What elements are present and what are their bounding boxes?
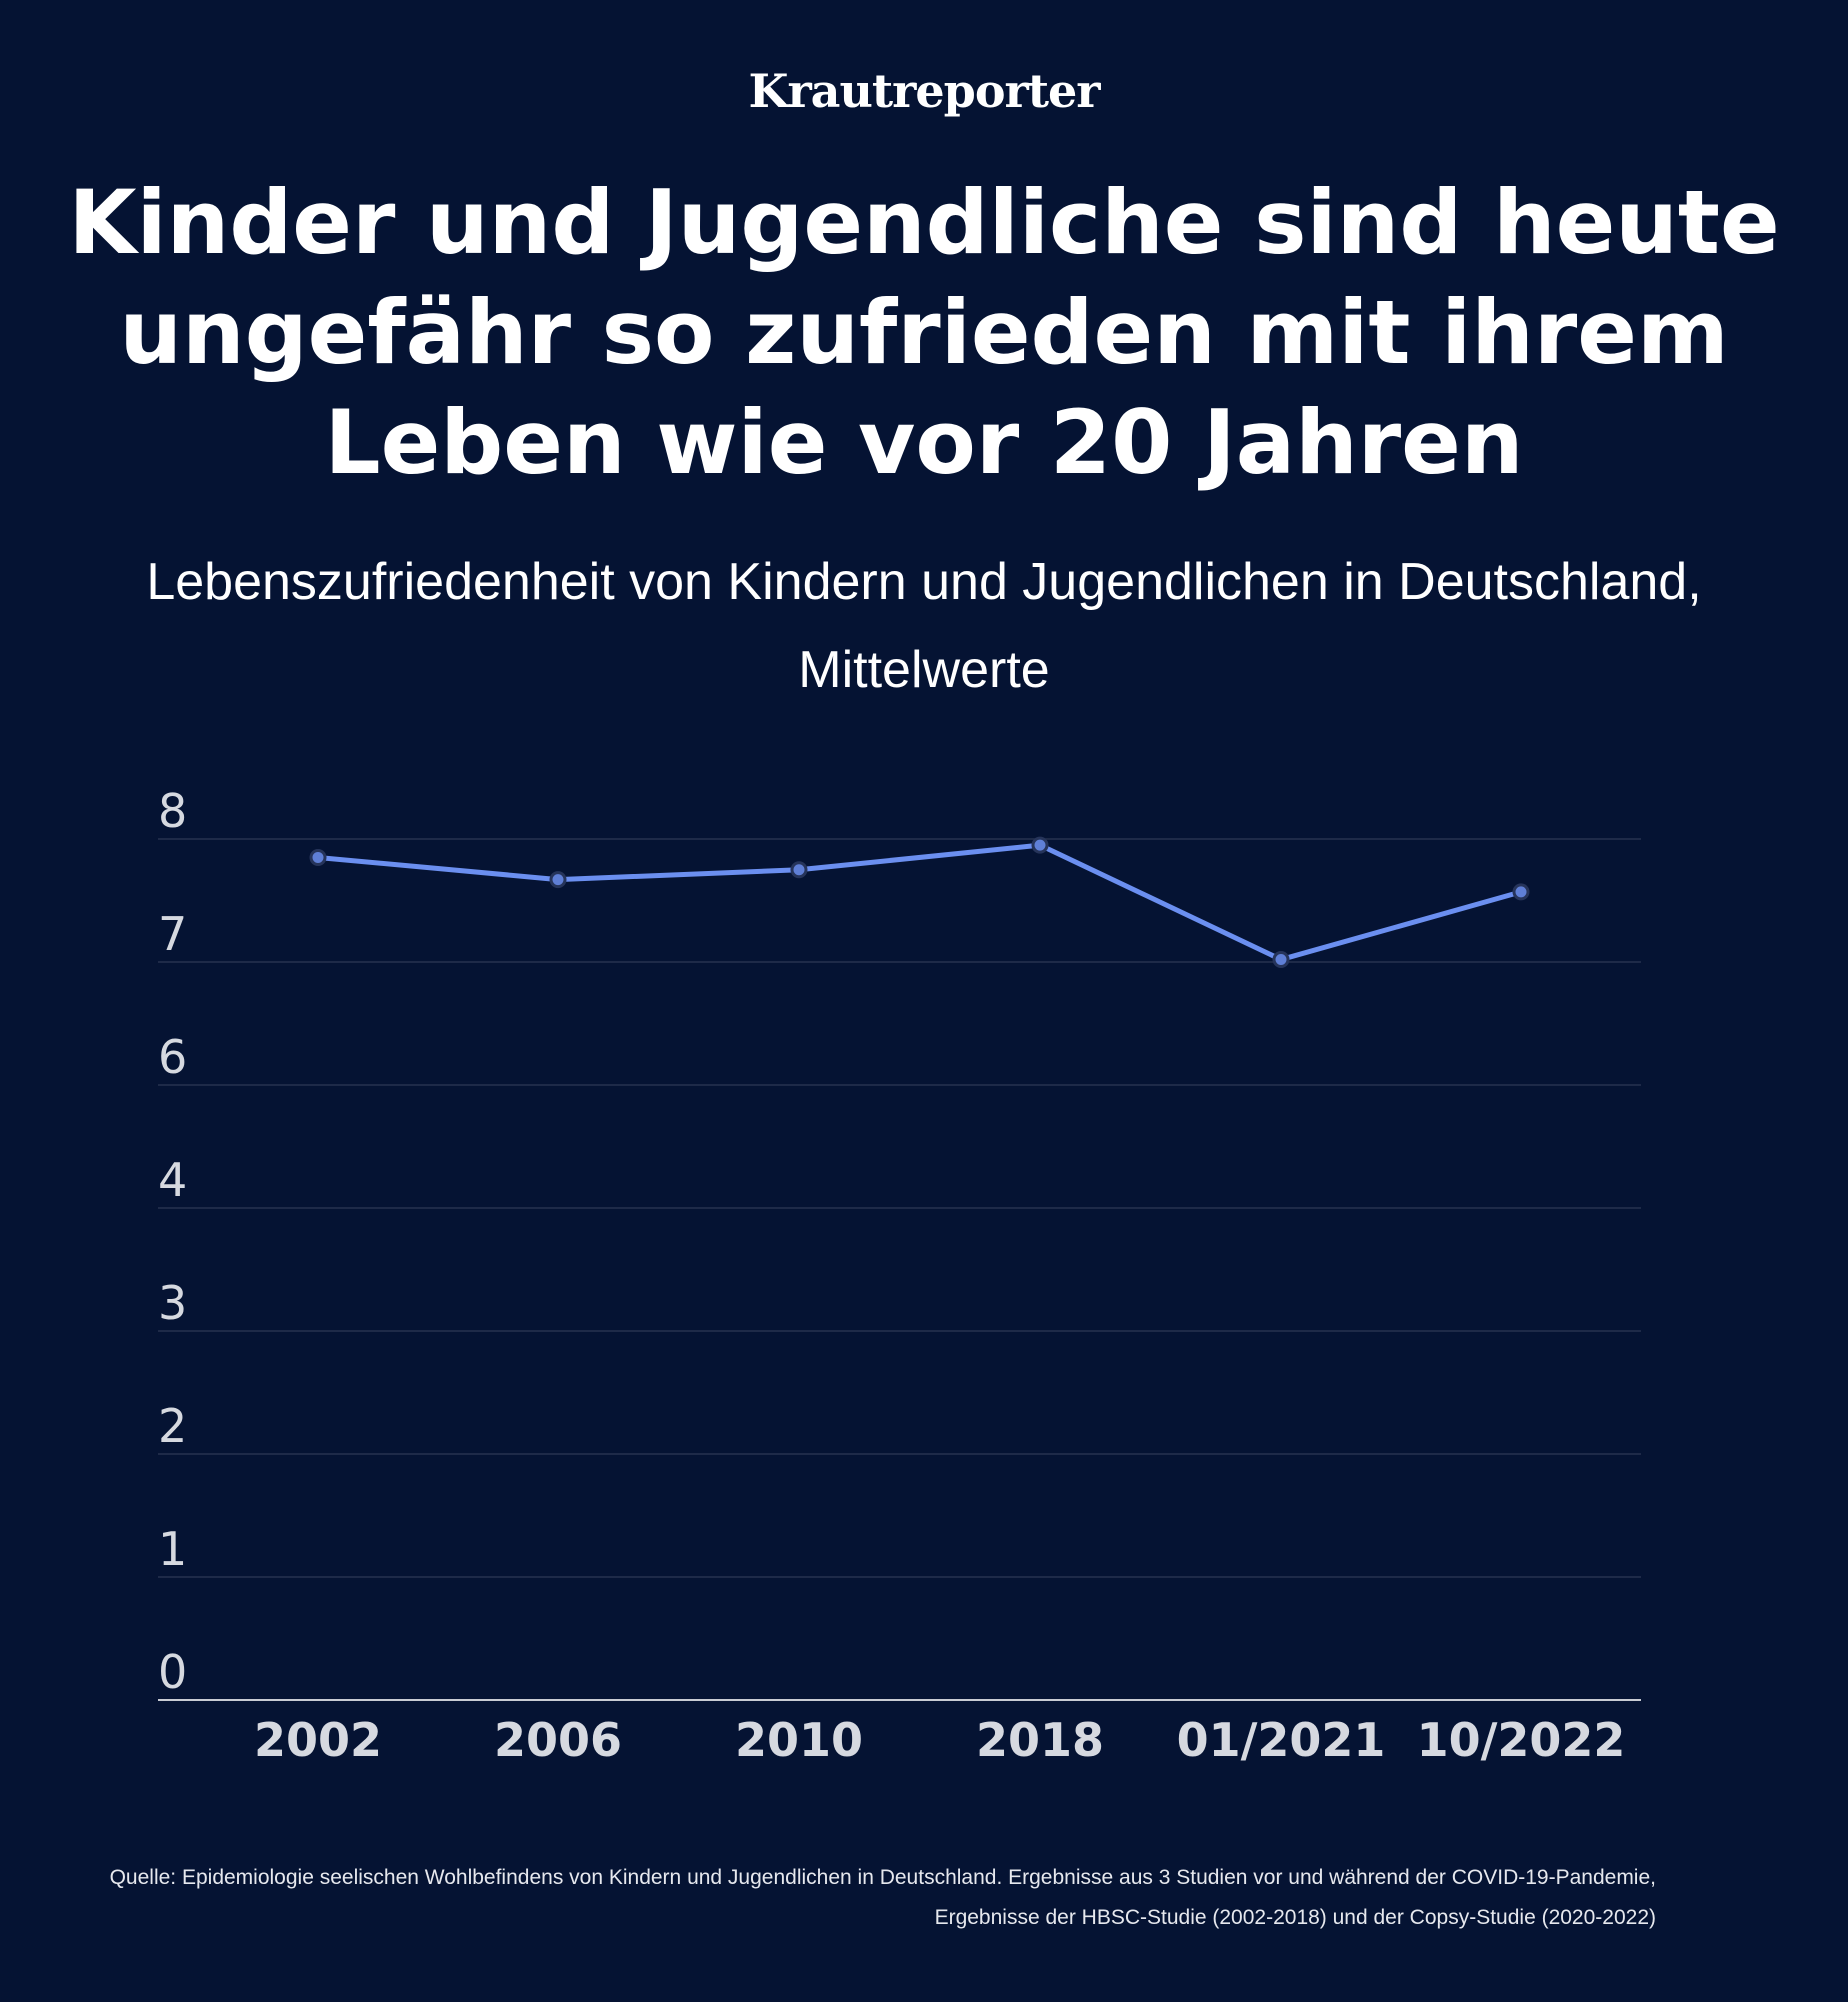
- data-point: [1272, 951, 1290, 969]
- data-point: [1512, 883, 1530, 901]
- source-line-2: Ergebnisse der HBSC-Studie (2002-2018) u…: [934, 1906, 1656, 1929]
- y-tick-label: 2: [158, 1399, 187, 1453]
- x-tick-label: 01/2021: [1177, 1713, 1386, 1767]
- source-note: Quelle: Epidemiologie seelischen Wohlbef…: [100, 1858, 1656, 1938]
- chart-headline: Kinder und Jugendliche sind heute ungefä…: [68, 171, 1780, 494]
- data-point: [790, 861, 808, 879]
- y-tick-label: 8: [158, 784, 187, 838]
- x-tick-label: 2018: [976, 1713, 1104, 1767]
- y-tick-label: 6: [158, 1030, 187, 1084]
- brand-logo: Krautreporter: [748, 64, 1100, 118]
- data-point: [1031, 836, 1049, 854]
- x-tick-label: 2002: [254, 1713, 382, 1767]
- data-point: [549, 871, 567, 889]
- x-tick-label: 2006: [494, 1713, 622, 1767]
- y-tick-label: 1: [158, 1522, 187, 1576]
- y-tick-label: 3: [158, 1276, 187, 1330]
- chart-subtitle: Lebenszufriedenheit von Kindern und Juge…: [146, 553, 1702, 699]
- x-tick-label: 10/2022: [1417, 1713, 1626, 1767]
- source-line-1: Quelle: Epidemiologie seelischen Wohlbef…: [109, 1866, 1656, 1889]
- y-tick-label: 4: [158, 1153, 187, 1207]
- data-point: [309, 848, 327, 866]
- y-tick-label: 0: [158, 1645, 187, 1699]
- series-line: [315, 842, 1524, 963]
- x-tick-label: 2010: [735, 1713, 863, 1767]
- y-tick-label: 7: [158, 907, 187, 961]
